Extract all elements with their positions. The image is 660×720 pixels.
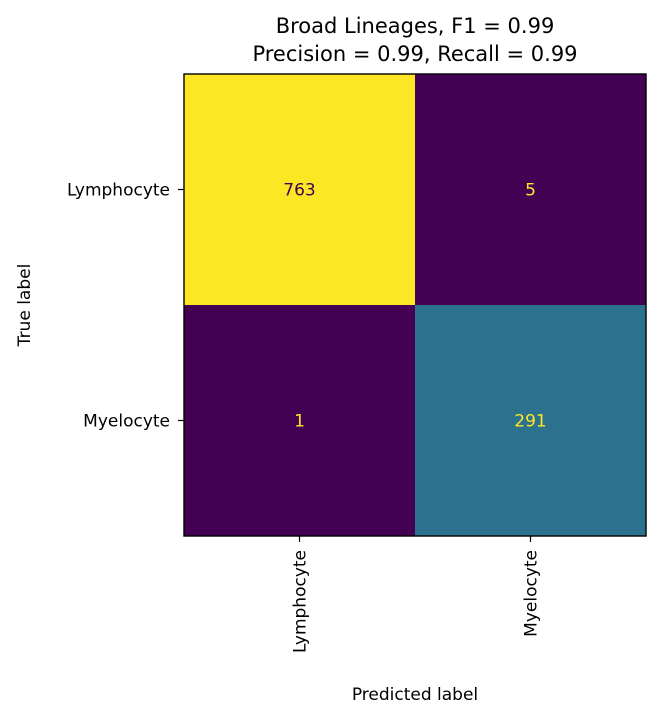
x-tick-label: Myelocyte: [522, 550, 542, 637]
heatmap-cells: [184, 74, 646, 536]
chart-title: Broad Lineages, F1 = 0.99: [276, 14, 555, 38]
cell-value-label: 763: [283, 181, 315, 201]
y-tick-label: Lymphocyte: [67, 181, 170, 201]
y-tick-label: Myelocyte: [83, 412, 170, 432]
chart-subtitle: Precision = 0.99, Recall = 0.99: [252, 42, 577, 66]
cell-value-labels: 763 5 1 291: [283, 181, 546, 432]
y-axis-ticks: Lymphocyte Myelocyte: [67, 181, 184, 432]
heatmap-cell: [415, 305, 646, 536]
cell-value-label: 1: [294, 412, 305, 432]
heatmap-cell: [415, 74, 646, 305]
plot-frame: [183, 73, 647, 537]
x-axis-ticks: Lymphocyte Myelocyte: [291, 536, 542, 653]
cell-value-label: 5: [525, 181, 536, 201]
x-axis-label: Predicted label: [352, 685, 478, 705]
heatmap-cell: [184, 305, 415, 536]
cell-value-label: 291: [514, 412, 546, 432]
x-tick-label: Lymphocyte: [291, 550, 311, 653]
y-axis-label: True label: [15, 264, 35, 348]
heatmap-cell: [184, 74, 415, 305]
